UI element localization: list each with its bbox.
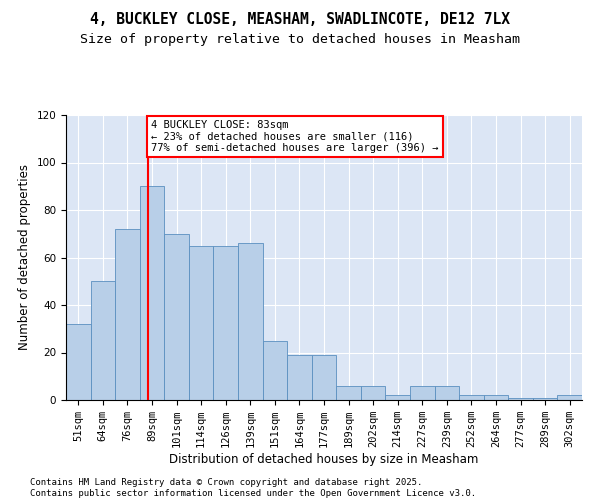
Bar [484, 395, 508, 400]
Bar [533, 398, 557, 400]
Bar [164, 234, 189, 400]
Bar [557, 395, 582, 400]
Bar [434, 386, 459, 400]
Text: 4 BUCKLEY CLOSE: 83sqm
← 23% of detached houses are smaller (116)
77% of semi-de: 4 BUCKLEY CLOSE: 83sqm ← 23% of detached… [151, 120, 439, 153]
Text: Contains HM Land Registry data © Crown copyright and database right 2025.
Contai: Contains HM Land Registry data © Crown c… [30, 478, 476, 498]
Text: 4, BUCKLEY CLOSE, MEASHAM, SWADLINCOTE, DE12 7LX: 4, BUCKLEY CLOSE, MEASHAM, SWADLINCOTE, … [90, 12, 510, 28]
Bar [385, 395, 410, 400]
Bar [115, 229, 140, 400]
Bar [263, 340, 287, 400]
Bar [361, 386, 385, 400]
Bar [459, 395, 484, 400]
Bar [336, 386, 361, 400]
Bar [410, 386, 434, 400]
Bar [91, 281, 115, 400]
Bar [238, 244, 263, 400]
Bar [66, 324, 91, 400]
Bar [312, 355, 336, 400]
Y-axis label: Number of detached properties: Number of detached properties [18, 164, 31, 350]
X-axis label: Distribution of detached houses by size in Measham: Distribution of detached houses by size … [169, 453, 479, 466]
Bar [189, 246, 214, 400]
Bar [508, 398, 533, 400]
Text: Size of property relative to detached houses in Measham: Size of property relative to detached ho… [80, 32, 520, 46]
Bar [140, 186, 164, 400]
Bar [214, 246, 238, 400]
Bar [287, 355, 312, 400]
